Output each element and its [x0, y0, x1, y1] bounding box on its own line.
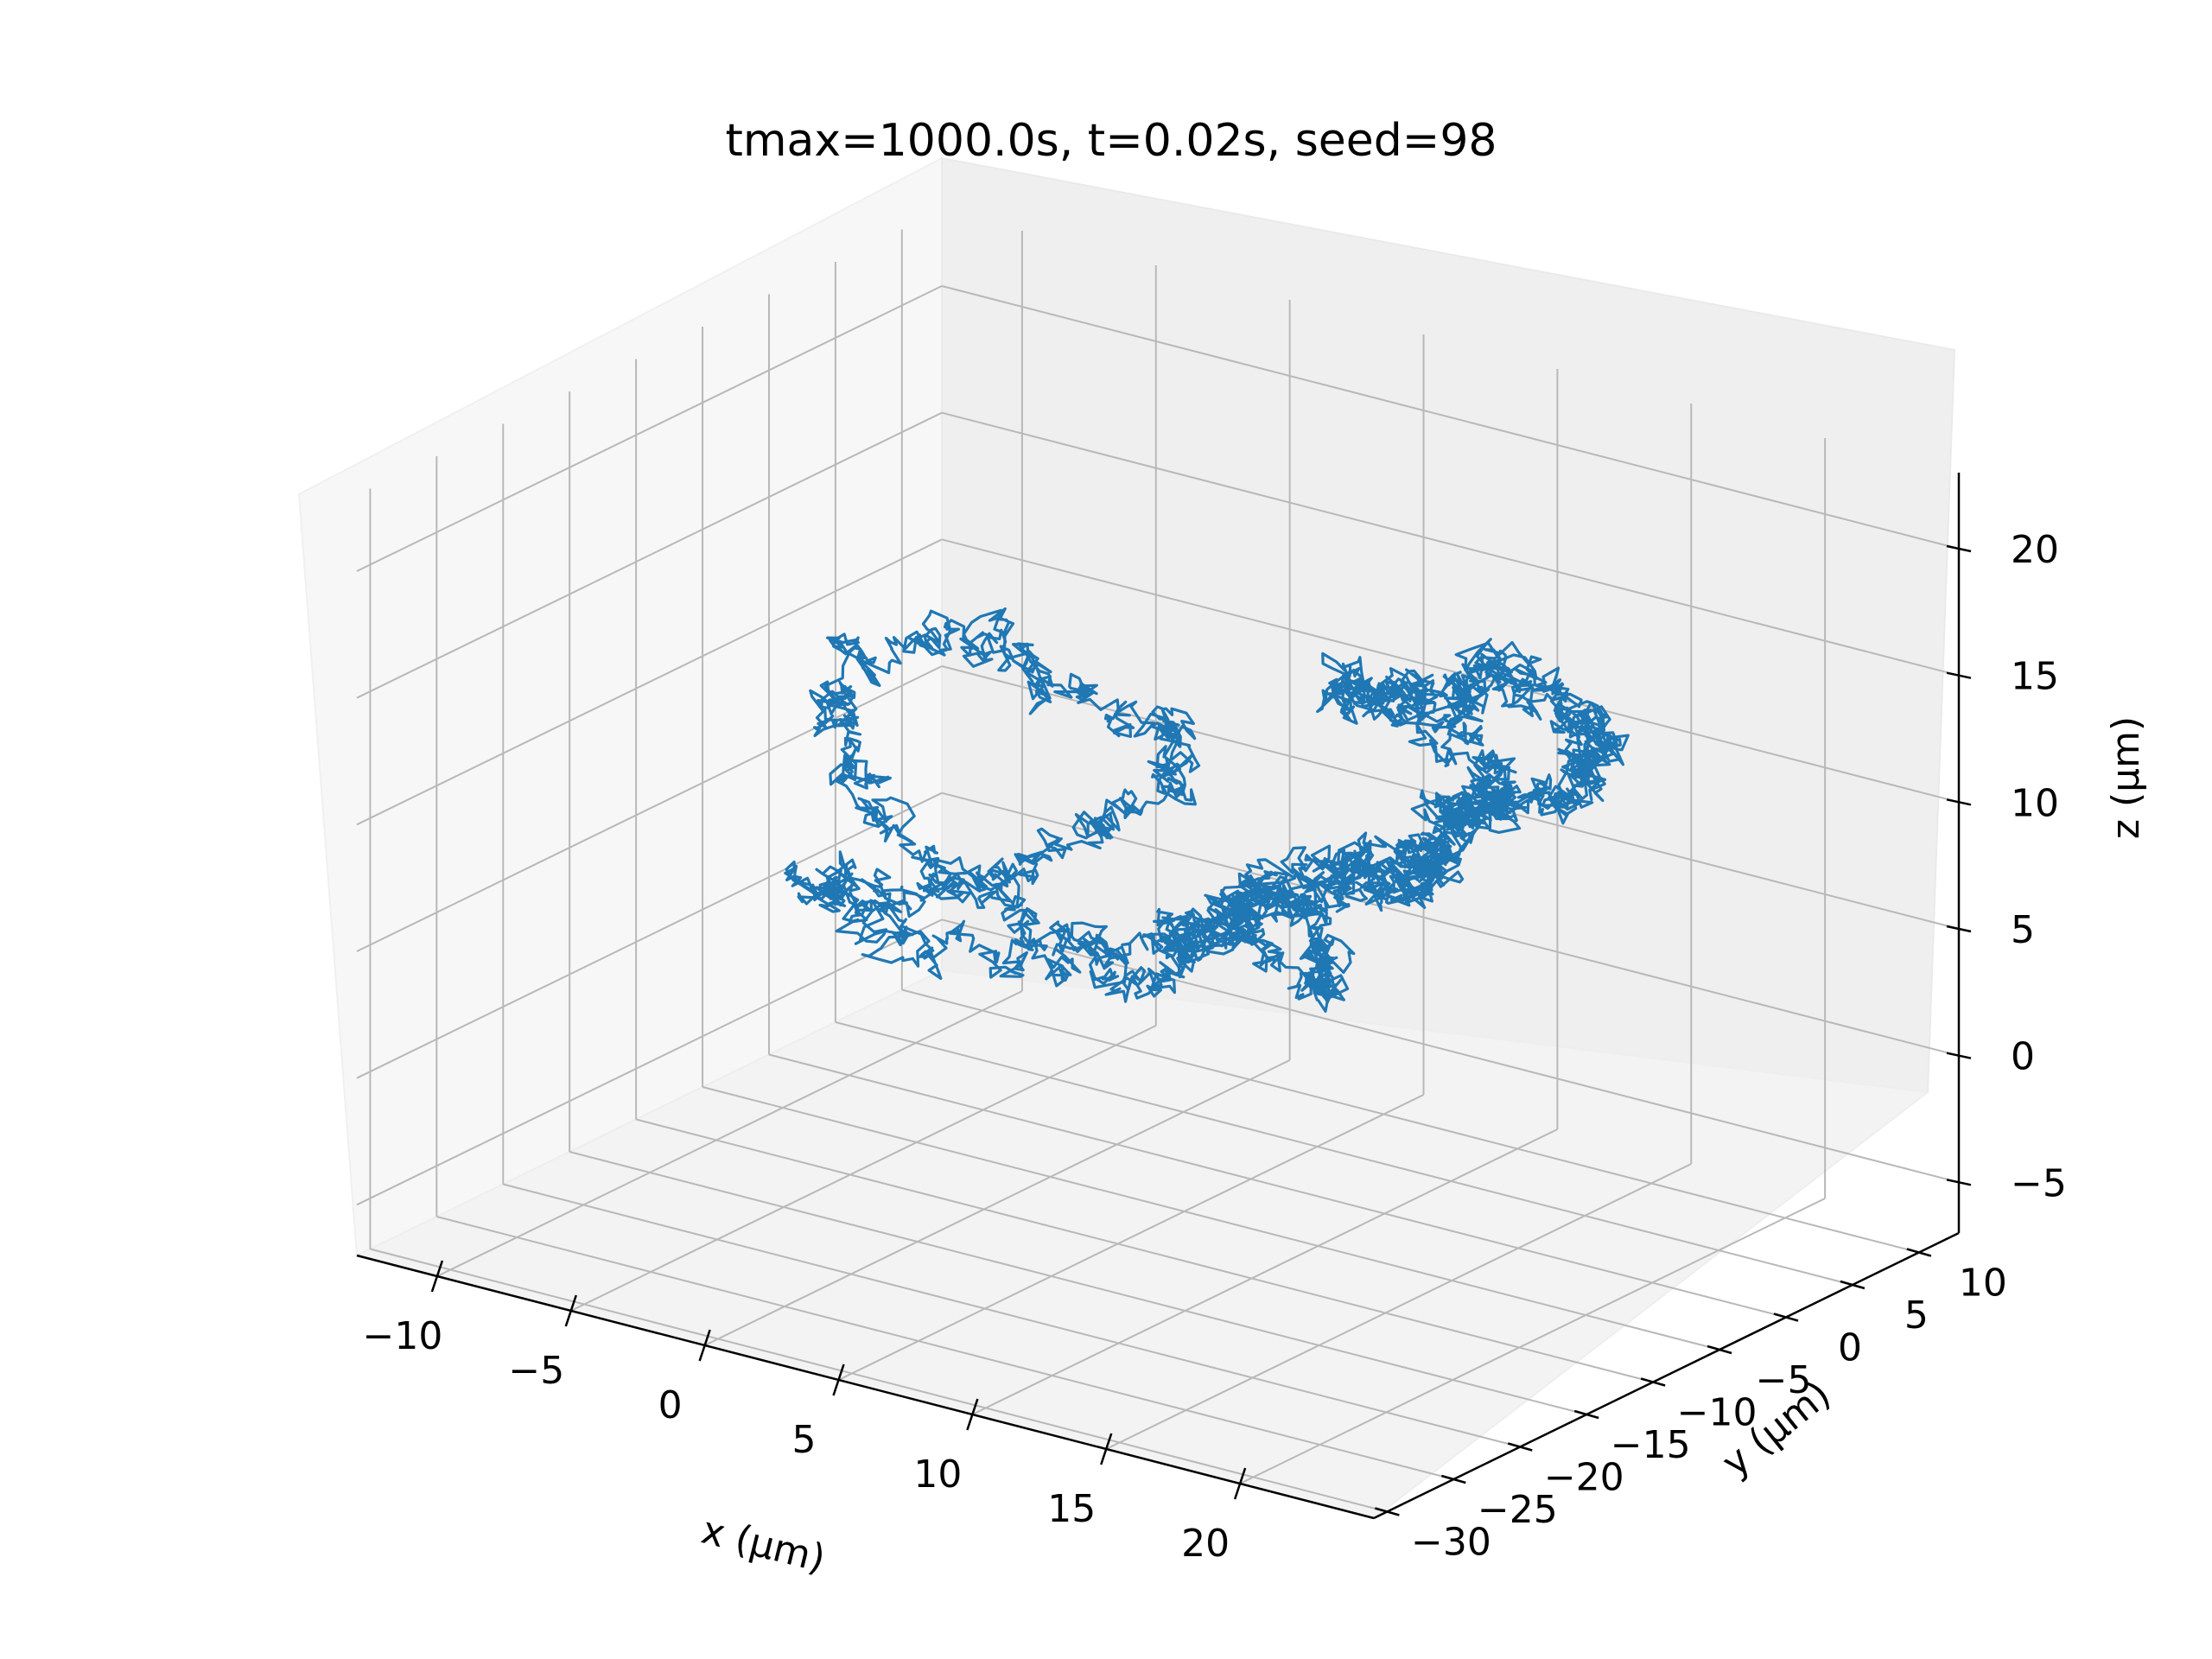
grid-line-z-back: [941, 411, 1960, 677]
x-tick-label: −10: [362, 1314, 442, 1358]
grid-line-x-floor: [1105, 1163, 1692, 1450]
grid-line-x-floor: [1239, 1198, 1826, 1484]
grid-line-x-floor: [971, 1128, 1558, 1415]
y-tick-mark: [1375, 1507, 1400, 1516]
grid-line-z-side: [356, 918, 943, 1206]
y-tick-label: −5: [1756, 1358, 1812, 1402]
grid-line-z-side: [356, 285, 943, 572]
x-tick-label: 10: [913, 1452, 962, 1497]
grid-line-y-floor: [835, 1021, 1853, 1286]
x-tick-label: −5: [508, 1349, 564, 1393]
y-tick-mark: [1906, 1248, 1932, 1257]
z-tick-mark: [1946, 671, 1972, 679]
grid-line-z-side: [356, 791, 943, 1079]
z-tick-label: 20: [2011, 528, 2059, 572]
grid-line-z-side: [356, 411, 943, 699]
y-tick-mark: [1840, 1280, 1866, 1290]
x-tick-mark: [564, 1294, 577, 1327]
grid-line-z-side: [356, 538, 943, 826]
z-tick-mark: [1946, 925, 1972, 933]
y-tick-label: −20: [1544, 1456, 1624, 1500]
y-tick-label: 10: [1959, 1262, 2007, 1306]
grid-line-x-floor: [436, 990, 1023, 1277]
grid-lines: [356, 229, 1960, 1513]
x-tick-mark: [698, 1329, 711, 1362]
x-tick-label: 15: [1047, 1487, 1096, 1531]
y-axis-line: [1373, 1231, 1960, 1520]
grid-line-z-back: [941, 285, 1960, 550]
z-tick-label: 15: [2011, 655, 2059, 699]
z-tick-label: −5: [2011, 1161, 2067, 1205]
z-tick-label: 5: [2011, 908, 2035, 952]
x-axis-line: [356, 1254, 1375, 1520]
grid-line-y-floor: [635, 1118, 1654, 1383]
y-tick-mark: [1507, 1442, 1533, 1452]
grid-line-z-back: [941, 538, 1960, 804]
y-tick-mark: [1773, 1313, 1799, 1322]
x-tick-mark: [832, 1363, 845, 1396]
grid-line-z-side: [356, 665, 943, 952]
z-tick-label: 10: [2011, 781, 2059, 825]
y-tick-label: −10: [1677, 1391, 1758, 1435]
trajectory-line: [784, 607, 1630, 1013]
z-tick-mark: [1946, 544, 1972, 553]
grid-line-y-floor: [702, 1086, 1720, 1351]
grid-line-x-floor: [704, 1059, 1291, 1346]
trajectory-group: [784, 607, 1630, 1013]
grid-line-y-floor: [901, 988, 1920, 1254]
y-tick-mark: [1707, 1344, 1732, 1355]
y-tick-label: 0: [1838, 1326, 1862, 1370]
grid-line-y-floor: [502, 1183, 1521, 1448]
axes-lines: [356, 473, 1961, 1520]
y-tick-label: −15: [1611, 1423, 1691, 1467]
x-tick-label: 5: [792, 1418, 817, 1462]
x-tick-label: 20: [1181, 1522, 1230, 1566]
grid-line-y-floor: [768, 1053, 1787, 1319]
z-tick-mark: [1946, 1052, 1972, 1059]
z-tick-mark: [1946, 798, 1972, 806]
y-tick-mark: [1440, 1474, 1466, 1484]
z-axis-label: z (μm): [2104, 716, 2148, 839]
grid-line-x-floor: [570, 1025, 1157, 1312]
grid-line-y-floor: [436, 1216, 1454, 1480]
y-tick-label: 5: [1904, 1294, 1929, 1338]
grid-line-y-floor: [569, 1151, 1587, 1415]
y-tick-mark: [1573, 1409, 1599, 1420]
x-tick-mark: [966, 1398, 979, 1431]
z-tick-label: 0: [2011, 1035, 2035, 1079]
x-tick-mark: [1100, 1433, 1113, 1465]
x-tick-label: 0: [658, 1383, 683, 1427]
grid-line-y-floor: [370, 1248, 1388, 1513]
y-tick-mark: [1640, 1377, 1666, 1387]
z-tick-mark: [1946, 1179, 1972, 1186]
pane-back-wall: [297, 156, 1956, 1520]
y-tick-label: −30: [1411, 1521, 1491, 1565]
y-tick-label: −25: [1478, 1488, 1558, 1532]
x-tick-mark: [1233, 1467, 1247, 1500]
x-tick-mark: [430, 1260, 444, 1293]
chart-title: tmax=1000.0s, t=0.02s, seed=98: [725, 115, 1497, 167]
grid-line-x-floor: [838, 1094, 1424, 1381]
